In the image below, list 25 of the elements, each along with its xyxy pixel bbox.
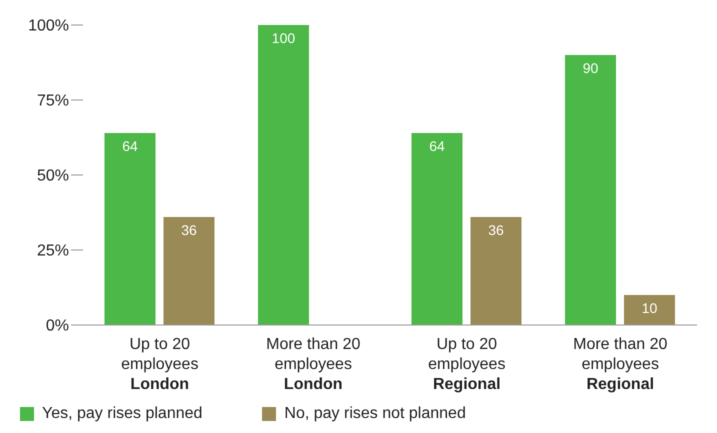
y-tick-label: 50% — [36, 168, 69, 185]
data-label: 64 — [429, 138, 445, 154]
data-label: 10 — [642, 300, 658, 316]
bar — [104, 133, 156, 325]
x-tick-label: More than 20 employees London — [266, 336, 360, 393]
data-label: 100 — [272, 30, 296, 46]
bar — [470, 217, 522, 325]
bar — [411, 133, 462, 325]
data-label: 36 — [181, 222, 197, 238]
data-label: 90 — [582, 60, 598, 76]
x-tick-label: Up to 20 employees London — [121, 336, 198, 393]
x-tick-label: More than 20 employees Regional — [573, 336, 668, 393]
bar — [624, 295, 675, 325]
y-tick-label: 75% — [36, 92, 69, 110]
data-label: 64 — [122, 138, 138, 154]
y-tick-label: 100% — [28, 18, 69, 35]
y-tick-label: 25% — [36, 242, 69, 260]
x-tick-label: Up to 20 employees Regional — [428, 336, 506, 393]
bar — [258, 25, 309, 325]
bar — [564, 55, 616, 325]
legend-label: No, pay rises not planned — [284, 405, 466, 423]
y-tick-label: 0% — [46, 318, 69, 335]
bar — [163, 217, 214, 325]
data-label: 36 — [488, 222, 504, 238]
legend-label: Yes, pay rises planned — [42, 405, 202, 423]
